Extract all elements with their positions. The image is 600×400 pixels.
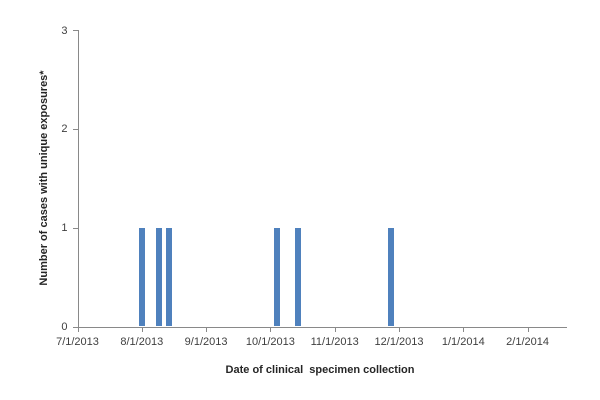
x-axis-title: Date of clinical specimen collection [225, 364, 415, 376]
x-axis-line [77, 326, 567, 328]
bar [295, 227, 302, 327]
x-tick-label: 11/1/2013 [310, 335, 359, 348]
bar [138, 227, 145, 327]
y-tick-label: 1 [61, 222, 68, 235]
bar [155, 227, 162, 327]
y-axis-title: Number of cases with unique exposures* [38, 70, 50, 286]
y-tick-label: 3 [61, 24, 68, 37]
x-tick [270, 327, 272, 332]
x-tick-label: 7/1/2013 [56, 335, 99, 348]
y-tick [72, 128, 78, 130]
x-tick-label: 1/1/2014 [441, 335, 485, 348]
x-tick [206, 327, 208, 332]
bar [273, 227, 280, 327]
y-tick-label: 0 [61, 321, 68, 333]
x-tick [141, 327, 143, 332]
x-tick [334, 327, 336, 332]
bar [387, 227, 394, 327]
x-tick [399, 327, 400, 332]
x-tick-label: 2/1/2014 [506, 335, 550, 348]
x-tick [463, 327, 465, 332]
x-tick [527, 327, 529, 332]
y-axis-line [77, 30, 79, 328]
x-tick-label: 9/1/2013 [184, 335, 228, 348]
y-tick [72, 227, 78, 229]
y-tick-label: 2 [61, 123, 68, 136]
x-tick [77, 327, 79, 332]
bar [165, 227, 172, 327]
x-tick-label: 8/1/2013 [120, 335, 164, 348]
x-tick-label: 12/1/2013 [374, 335, 424, 348]
y-tick [72, 30, 78, 31]
x-tick-label: 10/1/2013 [245, 335, 295, 348]
y-tick [72, 326, 78, 328]
